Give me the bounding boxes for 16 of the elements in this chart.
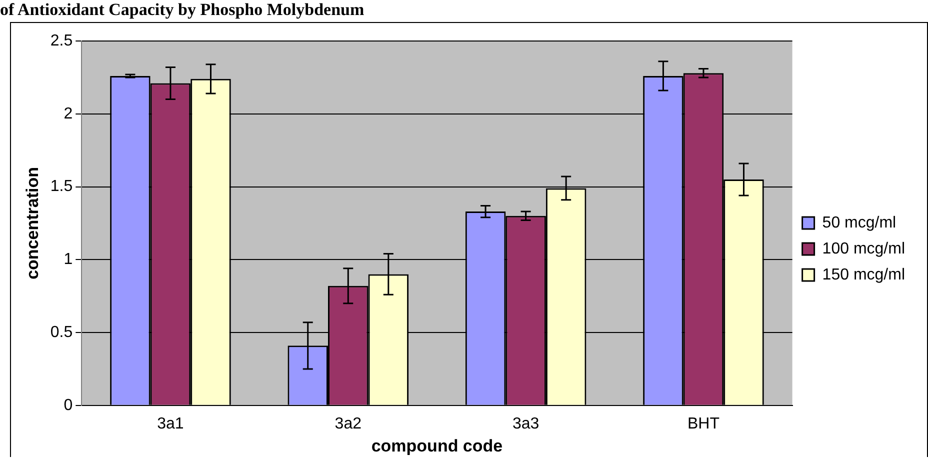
- y-tick-label: 2: [64, 105, 73, 122]
- y-tick-label: 0.5: [50, 324, 73, 341]
- y-axis-title: concentration: [22, 166, 42, 280]
- y-tick-label: 1: [64, 251, 73, 268]
- x-tick-label: 3a1: [157, 415, 184, 432]
- x-tick-label: 3a3: [512, 415, 540, 432]
- legend-label: 100 mcg/ml: [822, 240, 906, 258]
- x-axis-title: compound code: [371, 436, 503, 456]
- x-tick-label: BHT: [687, 415, 720, 432]
- chart-title: of Antioxidant Capacity by Phospho Molybdenum: [0, 0, 364, 20]
- y-tick-label: 2.5: [50, 32, 73, 50]
- legend-label: 50 mcg/ml: [822, 214, 896, 232]
- legend-label: 150 mcg/ml: [822, 266, 906, 284]
- y-tick-label: 0: [64, 396, 73, 414]
- x-tick-label: 3a2: [334, 415, 362, 432]
- y-tick-label: 1.5: [50, 178, 73, 196]
